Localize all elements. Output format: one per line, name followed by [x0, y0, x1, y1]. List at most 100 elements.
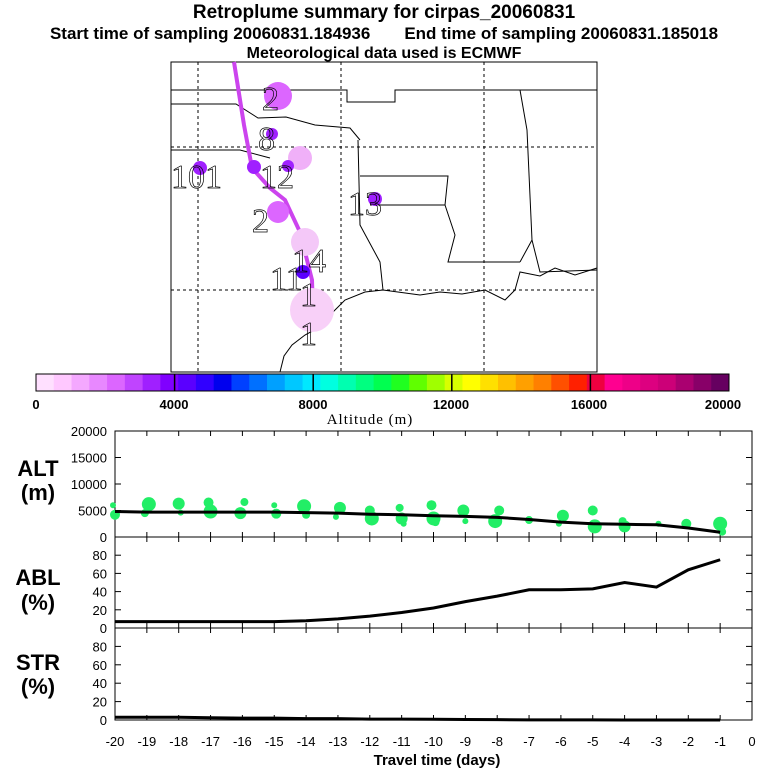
str-series-line	[115, 715, 721, 722]
colorbar-swatch	[107, 374, 126, 391]
colorbar-swatch	[622, 374, 641, 391]
day-label: 8	[258, 121, 275, 158]
altitude-dot	[587, 519, 602, 534]
x-tick-label: -6	[555, 734, 567, 749]
str-ytick-label: 20	[93, 695, 107, 710]
x-axis-label: Travel time (days)	[374, 752, 501, 768]
abl-label: ABL	[15, 565, 60, 590]
chart-title: Retroplume summary for cirpas_20060831	[192, 2, 576, 23]
plume-blob	[296, 265, 310, 279]
boundary-tx-la	[357, 139, 384, 291]
alt-ytick-label: 10000	[71, 477, 107, 492]
colorbar-swatch	[711, 374, 730, 391]
colorbar-swatch	[36, 374, 55, 391]
alt-label: ALT	[17, 456, 59, 481]
x-tick-label: -13	[329, 734, 348, 749]
alt-units: (m)	[21, 480, 55, 505]
sampling-times: Start time of sampling 20060831.184936 En…	[0, 24, 768, 44]
colorbar-swatch	[53, 374, 73, 391]
altitude-dot	[431, 518, 440, 527]
start-time-label: Start time of sampling 20060831.184936	[49, 24, 371, 43]
end-time-label: End time of sampling 20060831.185018	[404, 24, 719, 43]
altitude-dot	[718, 527, 727, 536]
x-tick-label: -11	[393, 734, 411, 749]
altitude-dot	[457, 504, 470, 517]
alt-series-line	[114, 510, 721, 534]
altitude-dot	[556, 509, 569, 522]
colorbar-swatch	[284, 374, 304, 391]
day-label: 1	[300, 316, 317, 353]
alt-ytick-label: 0	[100, 530, 107, 545]
colorbar-swatch	[462, 374, 481, 391]
colorbar-swatch	[657, 374, 677, 391]
abl-panel-frame	[114, 536, 753, 629]
boundary-ar-la	[360, 175, 449, 206]
plume-blob	[267, 201, 289, 223]
alt-ytick-label: 15000	[71, 451, 107, 466]
altitude-dot	[713, 516, 728, 531]
colorbar-swatch	[71, 374, 90, 391]
day-label: 12	[260, 159, 294, 196]
colorbar-swatch	[355, 374, 375, 391]
x-tick-label: -5	[587, 734, 599, 749]
colorbar-swatch	[373, 374, 392, 391]
abl-ytick-label: 80	[93, 548, 107, 563]
altitude-dot	[141, 497, 156, 512]
colorbar-swatch	[533, 374, 552, 391]
boundary-ok-tx	[171, 103, 361, 141]
day-label: 101	[171, 159, 222, 196]
time-series-panels: 0 5000 10000 15000 20000 0 20 40 60 80 0 20 40 60 80 -2…	[71, 424, 756, 749]
altitude-dot	[587, 505, 598, 516]
plume-blob	[368, 192, 382, 206]
colorbar-swatch	[480, 374, 499, 391]
abl-ytick-label: 40	[93, 585, 107, 600]
day-label: 2	[262, 81, 279, 118]
boundary-ms-al	[519, 89, 533, 263]
x-tick-label: -18	[169, 734, 188, 749]
colorbar-swatch	[409, 374, 428, 391]
colorbar-swatch	[338, 374, 357, 391]
x-tick-label: -8	[491, 734, 503, 749]
x-tick-label: -15	[265, 734, 284, 749]
abl-series-line	[115, 558, 721, 624]
colorbar-swatch	[498, 374, 517, 391]
plume-blob	[290, 288, 334, 332]
altitude-dot	[110, 502, 116, 509]
map-frame	[170, 61, 598, 373]
colorbar-tick-label: 4000	[160, 397, 189, 412]
plume-blob	[264, 82, 292, 110]
colorbar-swatch	[89, 374, 108, 391]
day-labels: 2 8 101 12 13 2 11 14 1 1	[171, 81, 383, 354]
colorbar-swatch	[178, 374, 197, 391]
colorbar-swatch	[551, 374, 570, 391]
colorbar-swatch	[515, 374, 535, 391]
x-tick-label: -12	[360, 734, 379, 749]
colorbar-tick-label: 8000	[299, 397, 328, 412]
altitude-dot	[618, 520, 631, 533]
day-label: 14	[292, 243, 326, 280]
map-gridlines	[171, 62, 597, 372]
colorbar-swatch	[142, 374, 161, 391]
colorbar-swatch	[213, 374, 232, 391]
abl-units: (%)	[21, 590, 55, 615]
x-tick-label: -20	[106, 734, 125, 749]
boundary-al-fl	[531, 239, 598, 273]
met-data-label: Meteorological data used is ECMWF	[246, 45, 522, 62]
altitude-dot	[271, 502, 278, 509]
day-label: 2	[252, 203, 269, 240]
colorbar-frame	[35, 373, 730, 392]
x-tick-label: -10	[424, 734, 443, 749]
altitude-dot	[172, 497, 185, 510]
str-ytick-label: 60	[93, 658, 107, 673]
map-panel: 2 8 101 12 13 2 11 14 1 1	[170, 61, 598, 373]
abl-ytick-label: 0	[100, 621, 107, 636]
x-tick-label: -7	[523, 734, 535, 749]
colorbar-swatch	[693, 374, 712, 391]
colorbar-swatch	[426, 374, 446, 391]
colorbar-tick-label: 16000	[571, 397, 607, 412]
colorbar-swatch	[124, 374, 144, 391]
colorbar-swatch	[195, 374, 215, 391]
str-ytick-label: 80	[93, 639, 107, 654]
x-tick-label: -14	[297, 734, 316, 749]
